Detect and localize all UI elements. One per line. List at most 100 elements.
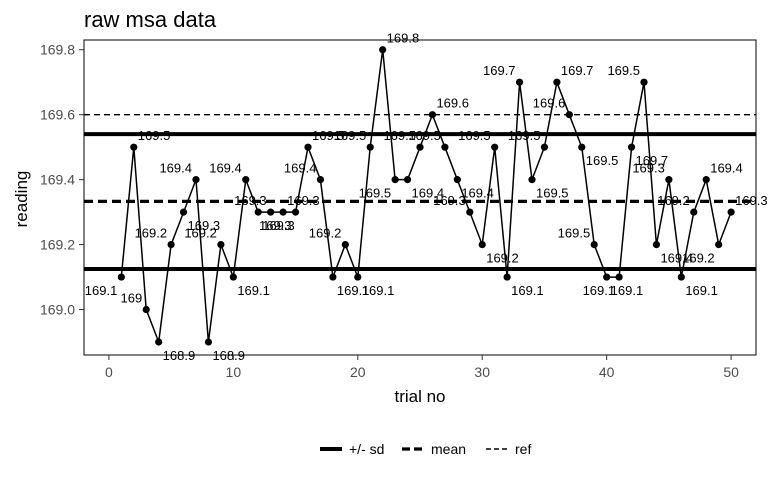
data-point [515,78,524,86]
data-label: 169.1 [583,283,616,298]
data-label: 169.5 [383,128,416,143]
data-point [329,273,337,281]
data-label: 168.9 [163,348,196,363]
data-point [366,143,374,151]
data-point [379,46,387,54]
data-label: 169.1 [337,283,370,298]
data-point [553,78,561,86]
data-label: 169.5 [312,128,345,143]
data-point [117,273,125,281]
data-point [715,240,723,249]
data-point [540,143,549,151]
x-tick-label: 40 [599,364,615,380]
data-label: 169.5 [536,186,569,201]
legend-label: +/- sd [349,441,384,457]
data-label: 169.4 [209,161,242,176]
y-tick-label: 169.8 [40,42,75,58]
data-label: 169.3 [287,193,320,208]
legend: +/- sd mean ref [320,441,531,457]
data-point [279,208,287,216]
data-label: 168.9 [212,348,245,363]
data-label: 169.4 [159,161,192,176]
data-label: 169.7 [561,63,594,78]
data-label: 169.2 [184,226,217,241]
data-point [428,111,437,119]
data-point [627,143,636,151]
data-point [690,208,698,216]
data-label: 169.4 [660,251,693,266]
data-point [341,240,349,249]
data-label: 169 [121,291,143,306]
data-label: 169.4 [284,161,317,176]
data-label: 169.6 [533,96,566,111]
y-tick-label: 169.0 [40,302,75,318]
data-point [316,176,325,184]
data-label: 169.1 [685,283,718,298]
data-label: 169.1 [511,283,544,298]
data-label: 169.1 [237,283,270,298]
data-label: 169.8 [387,31,420,46]
data-point [441,143,449,151]
data-point [217,240,225,249]
series-line [120,49,732,343]
data-point [453,176,461,184]
data-point [416,143,424,151]
plot-panel [83,39,757,356]
data-point [466,208,474,216]
data-label: 169.5 [408,128,441,143]
data-label: 169.7 [483,63,516,78]
data-label: 169.4 [461,186,494,201]
data-point [242,176,250,184]
data-label: 169.5 [607,63,640,78]
data-point [727,208,735,216]
data-point [304,143,312,151]
data-point [179,208,188,216]
data-point [192,176,200,184]
data-label: 169.1 [362,283,395,298]
data-label: 169.3 [632,161,665,176]
data-label: 169.5 [586,153,619,168]
x-tick-label: 10 [226,364,242,380]
data-point [130,143,138,151]
data-label: 169.5 [508,128,541,143]
data-point [291,208,300,216]
data-label: 169.3 [259,218,292,233]
y-axis: 169.0 169.2 169.4 169.6 169.8 [40,42,84,318]
data-label: 169.6 [436,96,469,111]
data-label: 169.1 [611,283,644,298]
data-point [491,143,499,151]
y-axis-title: reading [12,171,31,228]
data-label: 169.2 [682,251,715,266]
data-labels: 169.1 169.5 169 168.9 169.2 169.3 169.4 168.9 16… [85,31,768,363]
data-point [267,208,275,216]
data-point [565,111,573,119]
data-label: 169.3 [262,218,295,233]
legend-label: mean [431,441,466,457]
data-point [142,305,150,314]
data-point [702,176,710,184]
y-tick-label: 169.2 [40,237,75,253]
x-tick-label: 20 [350,364,366,380]
data-label: 169.3 [234,193,267,208]
data-point [478,240,486,249]
data-label: 169.3 [735,193,768,208]
data-label: 169.5 [334,128,367,143]
data-point [652,240,661,249]
data-point [528,176,536,184]
x-tick-label: 0 [105,364,113,380]
data-label: 169.2 [309,226,342,241]
data-point [578,143,586,151]
reference-lines [84,113,756,271]
legend-label: ref [515,441,531,457]
data-label: 169.5 [359,186,392,201]
x-tick-label: 50 [723,364,739,380]
data-label: 169.2 [135,226,168,241]
data-point [640,78,648,86]
data-point [590,240,598,249]
x-tick-label: 30 [474,364,490,380]
x-axis: 0 10 20 30 40 50 [105,355,739,380]
data-label: 169.4 [412,186,445,201]
data-label: 169.5 [138,128,171,143]
data-point [677,273,685,281]
